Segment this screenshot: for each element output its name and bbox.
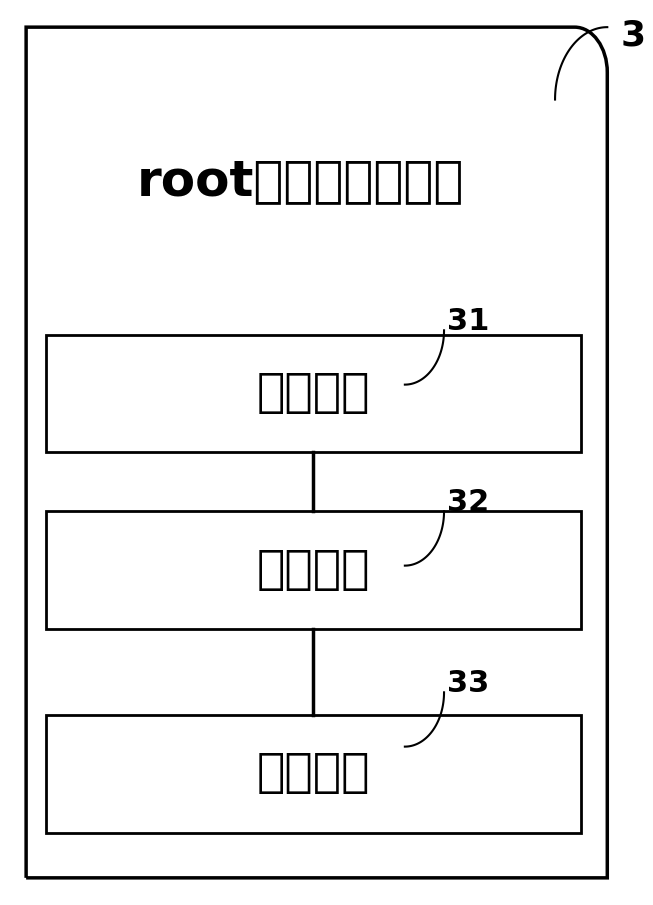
Text: 32: 32 — [447, 488, 490, 517]
PathPatch shape — [26, 27, 607, 878]
Bar — [46, 511, 581, 629]
Text: 输出单元: 输出单元 — [257, 371, 370, 416]
Text: 切换单元: 切换单元 — [257, 751, 370, 796]
Bar — [46, 715, 581, 833]
Text: 匹配单元: 匹配单元 — [257, 548, 370, 593]
Text: 3: 3 — [620, 18, 645, 52]
Text: 33: 33 — [447, 669, 490, 698]
Bar — [46, 335, 581, 452]
Text: 31: 31 — [447, 307, 490, 336]
Text: root权限的切换装置: root权限的切换装置 — [136, 157, 464, 205]
